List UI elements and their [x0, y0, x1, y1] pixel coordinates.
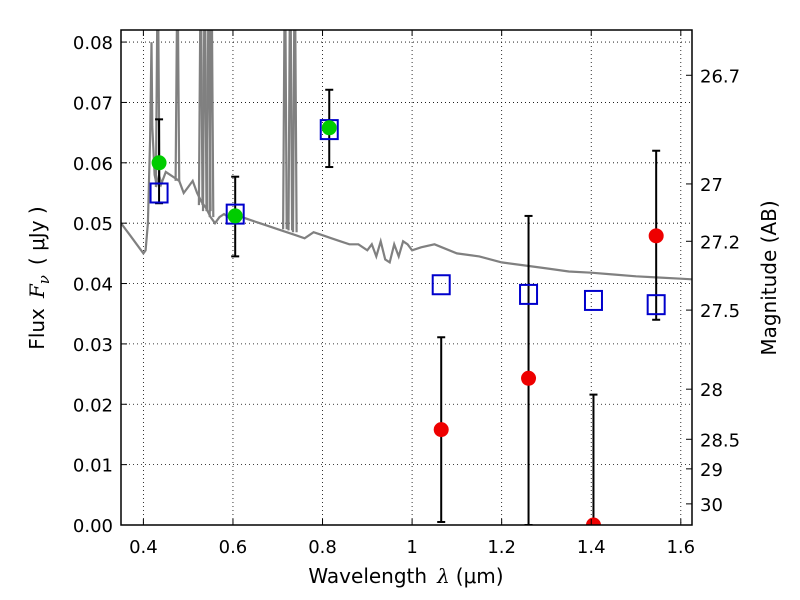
x-axis-label: Wavelength λ (μm) [308, 564, 503, 588]
plot-content [121, 30, 692, 525]
emission-line-spike [291, 30, 298, 233]
y-tick-label: 0.05 [73, 214, 113, 235]
x-tick-label: 0.4 [129, 537, 158, 558]
y2-tick-label: 28 [700, 380, 723, 401]
detection-marker [321, 120, 337, 136]
detection-marker [227, 208, 243, 224]
emission-line-spike [208, 30, 215, 218]
nondetection-marker [521, 370, 537, 386]
emission-line-spike [197, 30, 204, 206]
y2-tick-label: 26.7 [700, 66, 740, 87]
model-spectrum-line [121, 42, 692, 281]
plot-area [121, 30, 692, 525]
x-tick-label: 0.6 [219, 537, 248, 558]
emission-line-spike [287, 30, 294, 231]
x-tick-label: 0.8 [308, 537, 337, 558]
x-tick-label: 1.4 [577, 537, 606, 558]
y2-axis-label: Magnitude (AB) [757, 200, 781, 355]
plot-frame [120, 29, 693, 526]
emission-line-spike [174, 30, 181, 181]
y-tick-label: 0.03 [73, 335, 113, 356]
y2-tick-label: 29 [700, 460, 723, 481]
y2-tick-label: 28.5 [700, 430, 740, 451]
model-band-flux-marker [149, 182, 169, 204]
y-tick-label: 0.07 [73, 93, 113, 114]
y2-tick-label: 27.5 [700, 301, 740, 322]
nondetection-marker [433, 422, 449, 438]
y-axis-label: FluxFν( μJy ) [25, 206, 53, 349]
model-band-flux-marker [319, 119, 339, 141]
y-tick-label: 0.00 [73, 516, 113, 537]
y-tick-label: 0.06 [73, 154, 113, 175]
grid [121, 30, 692, 526]
x-tick-label: 1.6 [666, 537, 695, 558]
model-band-flux-marker [519, 283, 539, 305]
nondetection-marker [648, 228, 664, 244]
detection-marker [151, 155, 167, 171]
x-tick-label: 1.2 [487, 537, 516, 558]
y-tick-label: 0.04 [73, 275, 113, 296]
y-tick-label: 0.08 [73, 33, 113, 54]
emission-line-spike [282, 30, 288, 230]
model-band-flux-marker [431, 274, 451, 296]
model-band-flux-marker [583, 289, 603, 311]
y2-tick-label: 27.2 [700, 232, 740, 253]
axis-ticks: 0.4 0.6 0.8 1 1.2 1.4 1.6 0.00 0.01 0.02 0.03 0.04 0… [73, 30, 740, 558]
emission-line-spike [201, 30, 208, 212]
y-tick-label: 0.01 [73, 456, 113, 477]
y2-tick-label: 30 [700, 495, 723, 516]
model-band-flux-marker [646, 294, 666, 316]
nondetection-marker [585, 517, 601, 525]
y2-tick-label: 27 [700, 175, 723, 196]
x-tick-label: 1 [406, 537, 417, 558]
y-tick-label: 0.02 [73, 395, 113, 416]
model-band-flux-marker [225, 203, 245, 225]
